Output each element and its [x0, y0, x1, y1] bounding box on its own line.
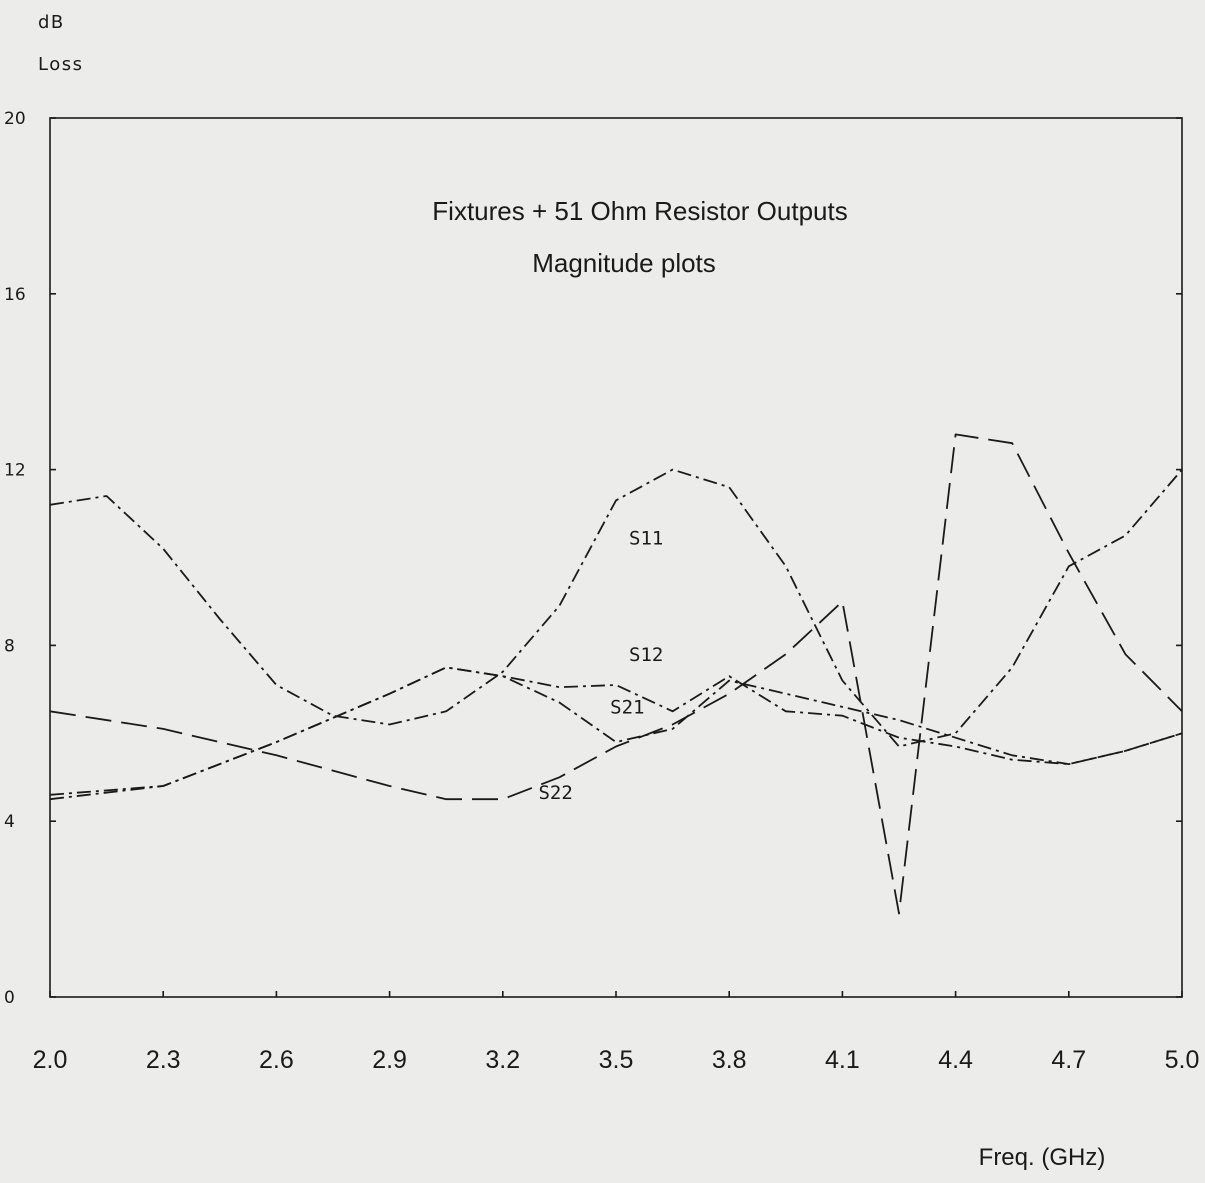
x-tick-label: 3.5 [599, 1046, 634, 1074]
y-tick-label: 0 [4, 988, 15, 1008]
y-tick-label: 12 [4, 461, 26, 481]
y-tick-label: 20 [4, 109, 26, 129]
y-tick-label: 16 [4, 285, 26, 305]
x-tick-label: 2.9 [372, 1046, 407, 1074]
series-line-s21 [49, 666, 1183, 801]
y-tick-labels: 0 4 8 12 16 20 [4, 109, 26, 1008]
y-axis-label-unit: dB [38, 12, 65, 33]
series-line-s11 [49, 468, 1183, 748]
x-tick-labels: 2.0 2.3 2.6 2.9 3.2 3.5 3.8 4.1 4.4 4.7 5.0 [33, 1046, 1200, 1074]
chart-subtitle: Magnitude plots [532, 248, 716, 278]
chart-title: Fixtures + 51 Ohm Resistor Outputs [432, 196, 847, 226]
series-label-s22: S22 [538, 782, 572, 804]
series-line-s12 [49, 666, 1183, 796]
x-tick-label: 2.6 [259, 1046, 294, 1074]
series-label-s12: S12 [629, 644, 663, 666]
x-tick-label: 2.3 [146, 1046, 181, 1074]
y-axis-label: Loss [38, 54, 83, 75]
x-tick-label: 2.0 [33, 1046, 68, 1074]
x-tick-label: 3.8 [712, 1046, 747, 1074]
x-axis-label: Freq. (GHz) [979, 1144, 1106, 1171]
x-tick-label: 3.2 [485, 1046, 520, 1074]
y-tick-label: 8 [4, 636, 15, 656]
x-tick-label: 4.4 [938, 1046, 973, 1074]
y-tick-label: 4 [4, 812, 15, 832]
series-lines [49, 433, 1183, 915]
x-tick-label: 4.7 [1051, 1046, 1086, 1074]
axis-ticks [49, 117, 1183, 998]
series-label-s21: S21 [610, 697, 644, 719]
series-label-s11: S11 [629, 527, 663, 549]
x-tick-label: 5.0 [1165, 1046, 1200, 1074]
x-tick-label: 4.1 [825, 1046, 860, 1074]
series-labels: S11 S12 S21 S22 [538, 527, 663, 804]
series-line-s22 [49, 433, 1183, 915]
